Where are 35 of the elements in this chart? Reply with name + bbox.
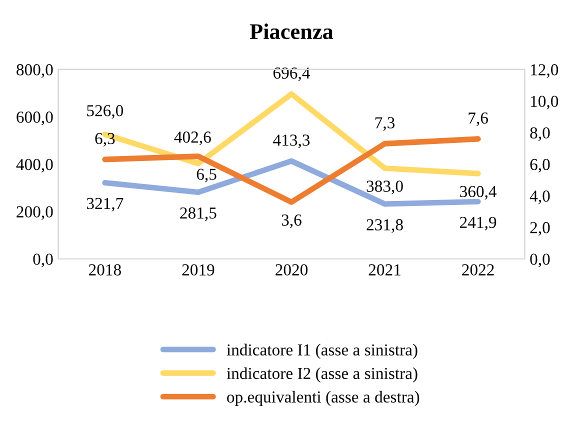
data-label: 321,7 [86,198,124,212]
x-tick-label: 2021 [368,264,400,276]
y2-tick-label: 2,0 [530,222,550,236]
y2-tick-label: 12,0 [531,64,558,78]
y2-tick-label: 10,0 [531,96,558,110]
data-label: 3,6 [282,214,302,228]
data-label: 231,8 [366,219,403,233]
y2-tick-label: 6,0 [530,158,550,173]
y2-tick-label: 4,0 [530,190,550,204]
data-label: 402,6 [174,132,211,146]
data-label: 6,3 [95,132,115,147]
legend-label: op.equivalenti (asse a destra) [227,390,420,406]
data-label: 241,9 [460,216,496,230]
data-label: 526,0 [87,105,124,119]
legend-label: indicatore I1 (asse a sinistra) [226,344,418,359]
data-label: 281,5 [180,207,216,222]
y-tick-label: 600,0 [16,112,53,126]
y2-tick-label: 8,0 [530,127,550,141]
chart-title: Piacenza [250,23,334,40]
x-tick-label: 2022 [462,264,494,276]
x-tick-label: 2020 [276,264,308,276]
y-tick-label: 200,0 [16,206,53,220]
data-label: 7,3 [375,117,395,131]
data-label: 6,5 [196,168,216,182]
y-tick-label: 800,0 [16,64,53,78]
x-tick-label: 2019 [182,264,214,276]
y2-tick-label: 0,0 [530,254,550,268]
y-tick-label: 400,0 [16,158,53,173]
legend-label: indicatore I2 (asse a sinistra) [226,367,418,382]
x-tick-label: 2018 [89,264,121,276]
data-label: 383,0 [366,180,403,194]
data-label: 7,6 [468,112,488,126]
data-label: 413,3 [273,134,310,148]
data-label: 360,4 [460,186,497,200]
y-tick-label: 0,0 [33,254,53,268]
